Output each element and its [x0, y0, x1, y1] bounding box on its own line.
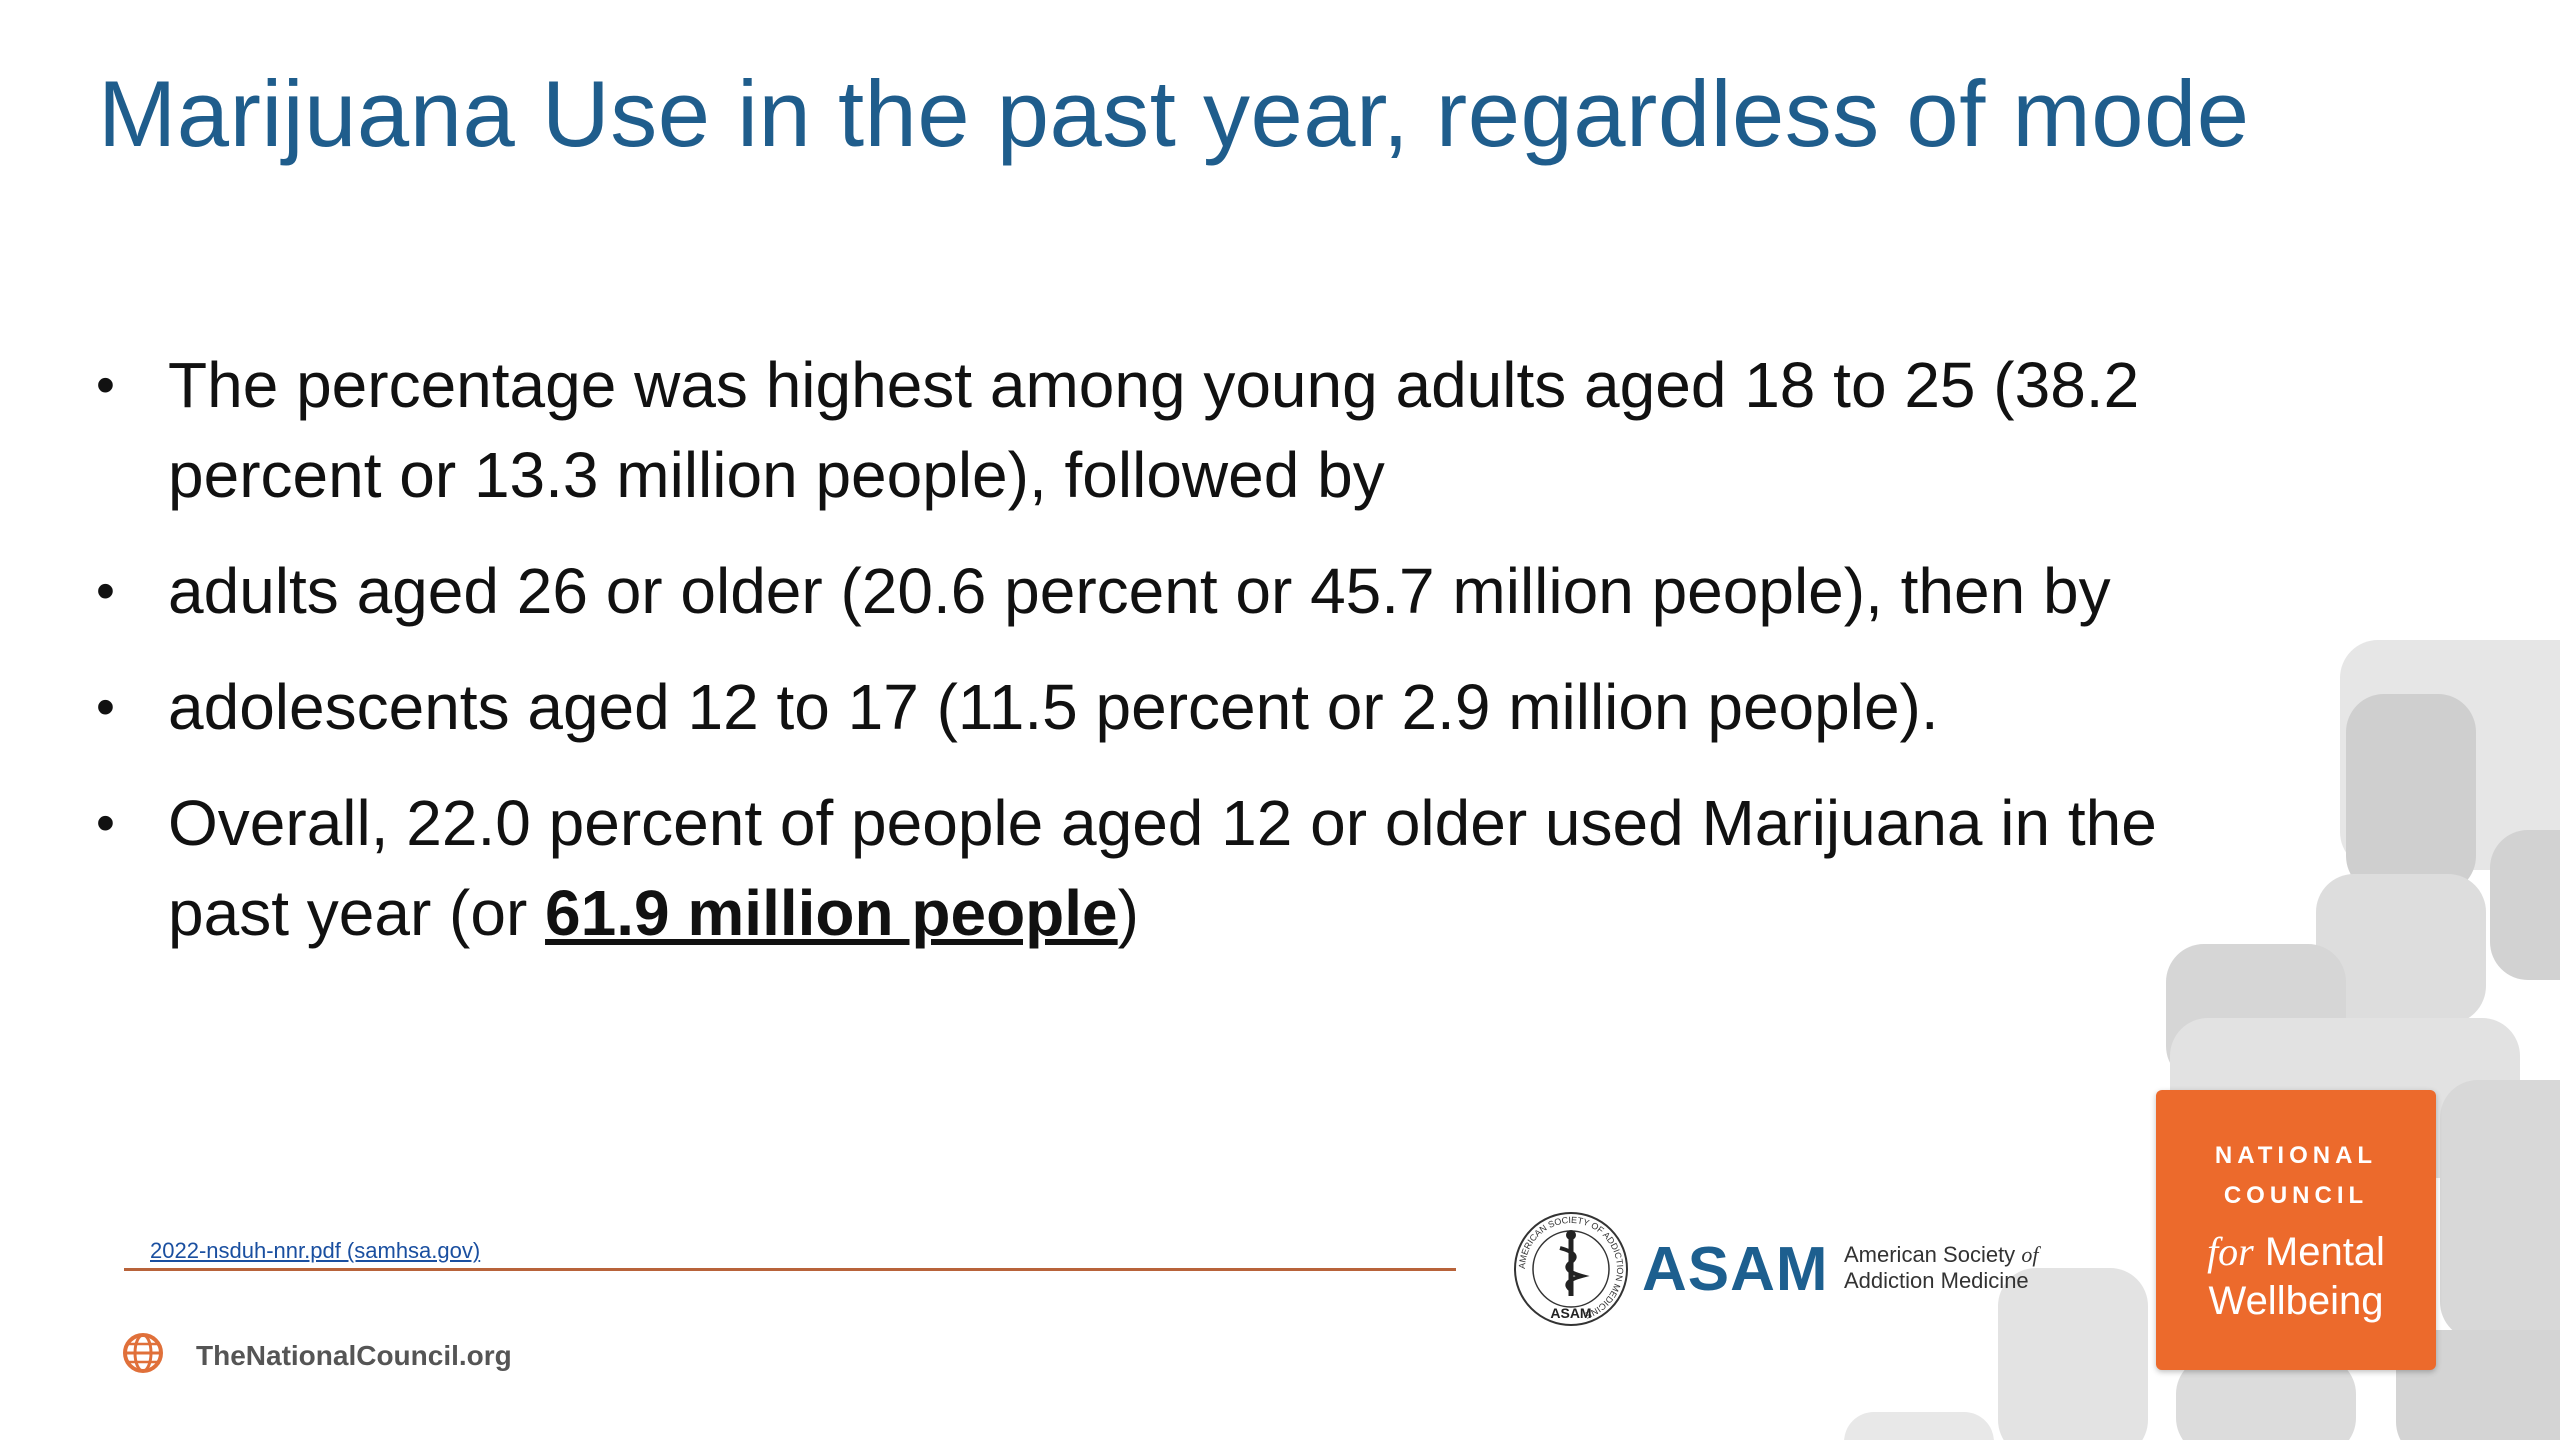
decorative-shape	[2346, 694, 2476, 894]
bullet-marker: •	[96, 355, 115, 415]
bullet-text-line: adolescents aged 12 to 17 (11.5 percent …	[168, 671, 1939, 743]
asam-name-line1: American Society	[1844, 1242, 2016, 1267]
nc-logo-national: NATIONAL	[2214, 1142, 2378, 1169]
asam-acronym: ASAM	[1642, 1235, 1829, 1304]
bullet-text-suffix: )	[1117, 877, 1139, 949]
bullet-item: • adults aged 26 or older (20.6 percent …	[96, 546, 2346, 636]
bullet-text-line: Overall, 22.0 percent of people aged 12 …	[168, 787, 2157, 859]
bullet-marker: •	[96, 561, 115, 621]
bullet-text-line: adults aged 26 or older (20.6 percent or…	[168, 555, 2111, 627]
decorative-shape	[1998, 1268, 2148, 1440]
bullet-list: • The percentage was highest among young…	[96, 340, 2346, 984]
bullet-text-prefix: past year (or	[168, 877, 546, 949]
caduceus-icon	[1559, 1230, 1590, 1296]
decorative-shape	[2440, 1080, 2560, 1340]
asam-full-name: American Society of Addiction Medicine	[1844, 1242, 2038, 1294]
bullet-item: • adolescents aged 12 to 17 (11.5 percen…	[96, 662, 2346, 752]
asam-seal-logo: AMERICAN SOCIETY OF ADDICTION MEDICINE A…	[1512, 1210, 1630, 1333]
bullet-text-line: percent or 13.3 million people), followe…	[168, 439, 1385, 511]
seal-label: ASAM	[1550, 1305, 1591, 1321]
footer-org: TheNationalCouncil.org	[122, 1332, 512, 1379]
nc-logo-for: for	[2207, 1229, 2254, 1274]
bullet-item: • The percentage was highest among young…	[96, 340, 2346, 520]
decorative-shape	[2490, 830, 2560, 980]
footer-divider	[124, 1268, 1456, 1271]
decorative-shape	[1844, 1412, 1994, 1440]
nc-logo-mental: Mental	[2264, 1230, 2385, 1274]
bullet-text-line: The percentage was highest among young a…	[168, 349, 2140, 421]
asam-name-of: of	[2021, 1242, 2039, 1267]
decorative-shape	[2176, 1356, 2356, 1440]
nc-logo-wellbeing: Wellbeing	[2208, 1279, 2384, 1323]
nc-logo-for-mental: for Mental	[2156, 1228, 2436, 1276]
national-council-logo: NATIONAL COUNCIL for Mental Wellbeing	[2156, 1090, 2436, 1370]
globe-icon	[122, 1332, 164, 1379]
bullet-marker: •	[96, 793, 115, 853]
bullet-item: • Overall, 22.0 percent of people aged 1…	[96, 778, 2346, 958]
nc-logo-council: COUNCIL	[2223, 1182, 2369, 1209]
slide-title: Marijuana Use in the past year, regardle…	[98, 61, 2250, 166]
org-website[interactable]: TheNationalCouncil.org	[196, 1339, 512, 1371]
source-link[interactable]: 2022-nsduh-nnr.pdf (samhsa.gov)	[150, 1238, 481, 1263]
bullet-marker: •	[96, 677, 115, 737]
emphasis-total: 61.9 million people	[545, 877, 1118, 949]
asam-name-line2: Addiction Medicine	[1844, 1268, 2029, 1293]
